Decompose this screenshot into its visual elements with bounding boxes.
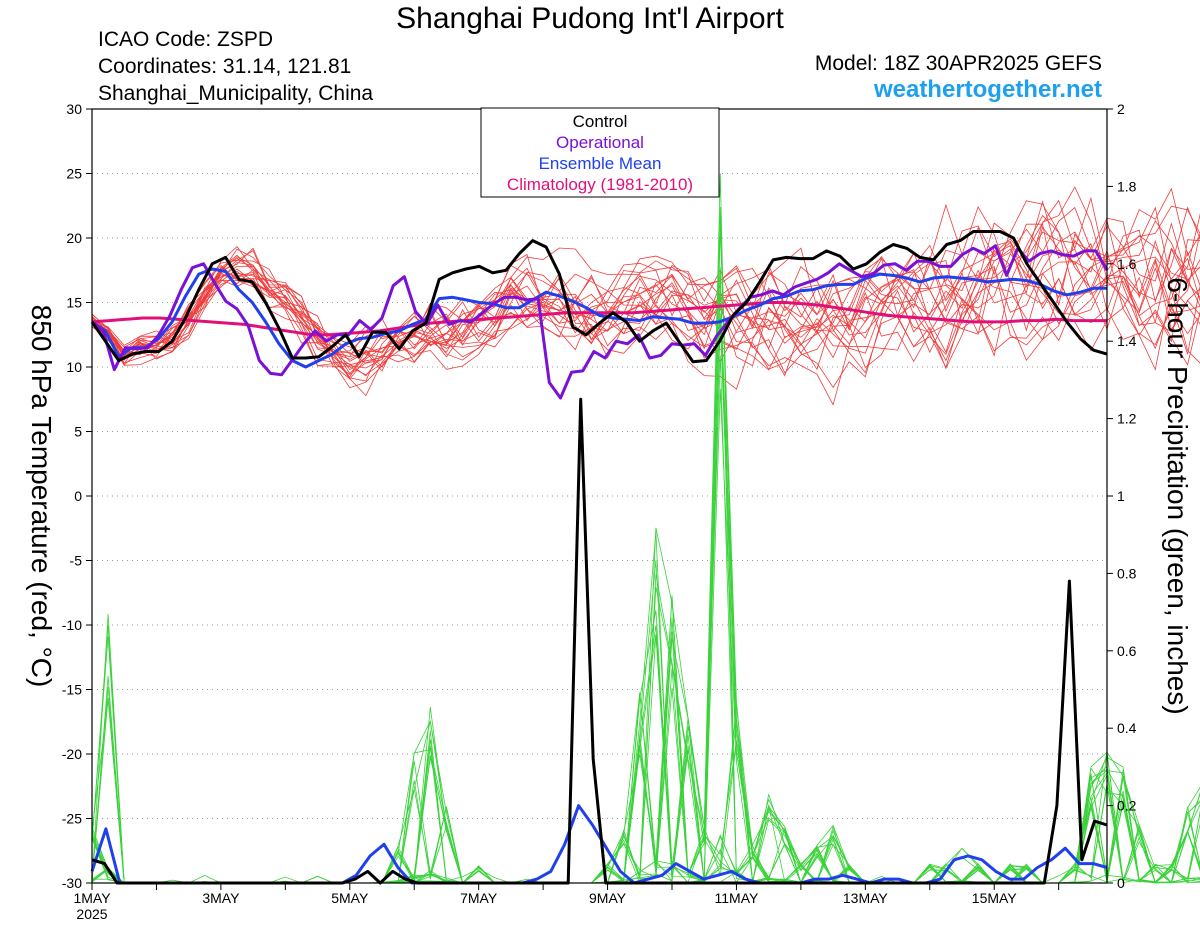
temp-member-line <box>91 250 1200 376</box>
x-tick-label: 7MAY <box>460 890 498 906</box>
x-tick-label: 1MAY <box>73 890 111 906</box>
x-tick-label: 11MAY <box>715 890 759 906</box>
y-left-tick-label: 15 <box>66 295 82 311</box>
temp-member-line <box>91 244 1200 377</box>
y-right-tick-label: 0 <box>1117 875 1125 891</box>
axes: 302520151050-5-10-15-20-25-3021.81.61.41… <box>62 101 1137 922</box>
gridlines <box>92 173 1107 819</box>
x-tick-label: 3MAY <box>202 890 240 906</box>
plot-frame <box>91 108 1108 884</box>
precip-member-line <box>91 355 1200 884</box>
precip-member-line <box>91 527 1200 884</box>
y-left-tick-label: -5 <box>70 553 83 569</box>
x-tick-label: 13MAY <box>843 890 889 906</box>
temp-member-line <box>91 206 1200 390</box>
x-tick-label: 9MAY <box>589 890 627 906</box>
legend-climatology: Climatology (1981-2010) <box>507 175 693 194</box>
y-right-tick-label: 0.4 <box>1117 720 1137 736</box>
legend-box <box>480 107 720 198</box>
precip-member-line <box>91 388 1200 884</box>
site-link[interactable]: weathertogether.net <box>873 76 1102 103</box>
y-right-tick-label: 1.8 <box>1117 178 1137 194</box>
temp-member-line <box>91 217 1200 389</box>
y-left-tick-label: 30 <box>66 101 82 117</box>
x-tick-label: 5MAY <box>331 890 369 906</box>
operational-temp-line <box>91 244 1109 400</box>
y-right-tick-label: 0.2 <box>1117 798 1137 814</box>
control-temp-line <box>90 230 1108 364</box>
page-title: Shanghai Pudong Int'l Airport <box>396 2 784 35</box>
y-left-tick-label: -25 <box>62 811 82 827</box>
legend-ensemble-mean: Ensemble Mean <box>539 154 662 173</box>
climatology-line <box>91 301 1107 337</box>
y-left-tick-label: -20 <box>62 746 82 762</box>
y-right-tick-label: 1.2 <box>1117 411 1137 427</box>
y-right-tick-label: 0.8 <box>1117 565 1137 581</box>
y-left-tick-label: -15 <box>62 682 82 698</box>
control-precip-line <box>91 397 1108 885</box>
y-right-tick-label: 1.6 <box>1117 256 1137 272</box>
y-right-tick-label: 1.4 <box>1117 333 1137 349</box>
temp-member-line <box>91 206 1200 378</box>
y-left-tick-label: -30 <box>62 875 82 891</box>
precip-member-line <box>91 668 1200 884</box>
legend-control: Control <box>573 112 628 131</box>
y-left-tick-label: 20 <box>66 230 82 246</box>
legend: Control Operational Ensemble Mean Climat… <box>480 107 720 198</box>
ensemble-members <box>91 173 1200 885</box>
right-axis-label: 6-hour Precipitation (green, inches) <box>1162 277 1193 714</box>
x-tick-label: 15MAY <box>972 890 1018 906</box>
y-left-tick-label: 5 <box>74 424 82 440</box>
icao-code: ICAO Code: ZSPD <box>98 28 274 51</box>
temp-member-line <box>91 219 1200 382</box>
region: Shanghai_Municipality, China <box>98 82 374 105</box>
temp-member-line <box>91 203 1200 369</box>
y-right-tick-label: 0.6 <box>1117 643 1137 659</box>
y-left-tick-label: 25 <box>66 166 82 182</box>
temp-member-line <box>91 186 1200 375</box>
left-axis-label: 850 hPa Temperature (red, °C) <box>26 305 57 688</box>
temp-member-line <box>91 200 1200 372</box>
coordinates: Coordinates: 31.14, 121.81 <box>98 55 352 78</box>
precip-member-line <box>91 574 1200 884</box>
y-right-tick-label: 2 <box>1117 101 1125 117</box>
ensemble-mean-temp-line <box>91 267 1107 369</box>
temp-member-line <box>91 205 1200 380</box>
x-tick-sublabel: 2025 <box>76 906 107 922</box>
temp-member-line <box>91 240 1200 365</box>
temp-member-line <box>91 214 1200 406</box>
legend-operational: Operational <box>556 133 644 152</box>
temp-member-line <box>91 222 1200 371</box>
precip-member-line <box>92 730 1200 884</box>
model-run: Model: 18Z 30APR2025 GEFS <box>814 52 1102 75</box>
temp-member-line <box>91 220 1200 359</box>
y-left-tick-label: -10 <box>62 617 82 633</box>
y-right-tick-label: 1 <box>1117 488 1125 504</box>
y-left-tick-label: 0 <box>74 488 82 504</box>
y-left-tick-label: 10 <box>66 359 82 375</box>
